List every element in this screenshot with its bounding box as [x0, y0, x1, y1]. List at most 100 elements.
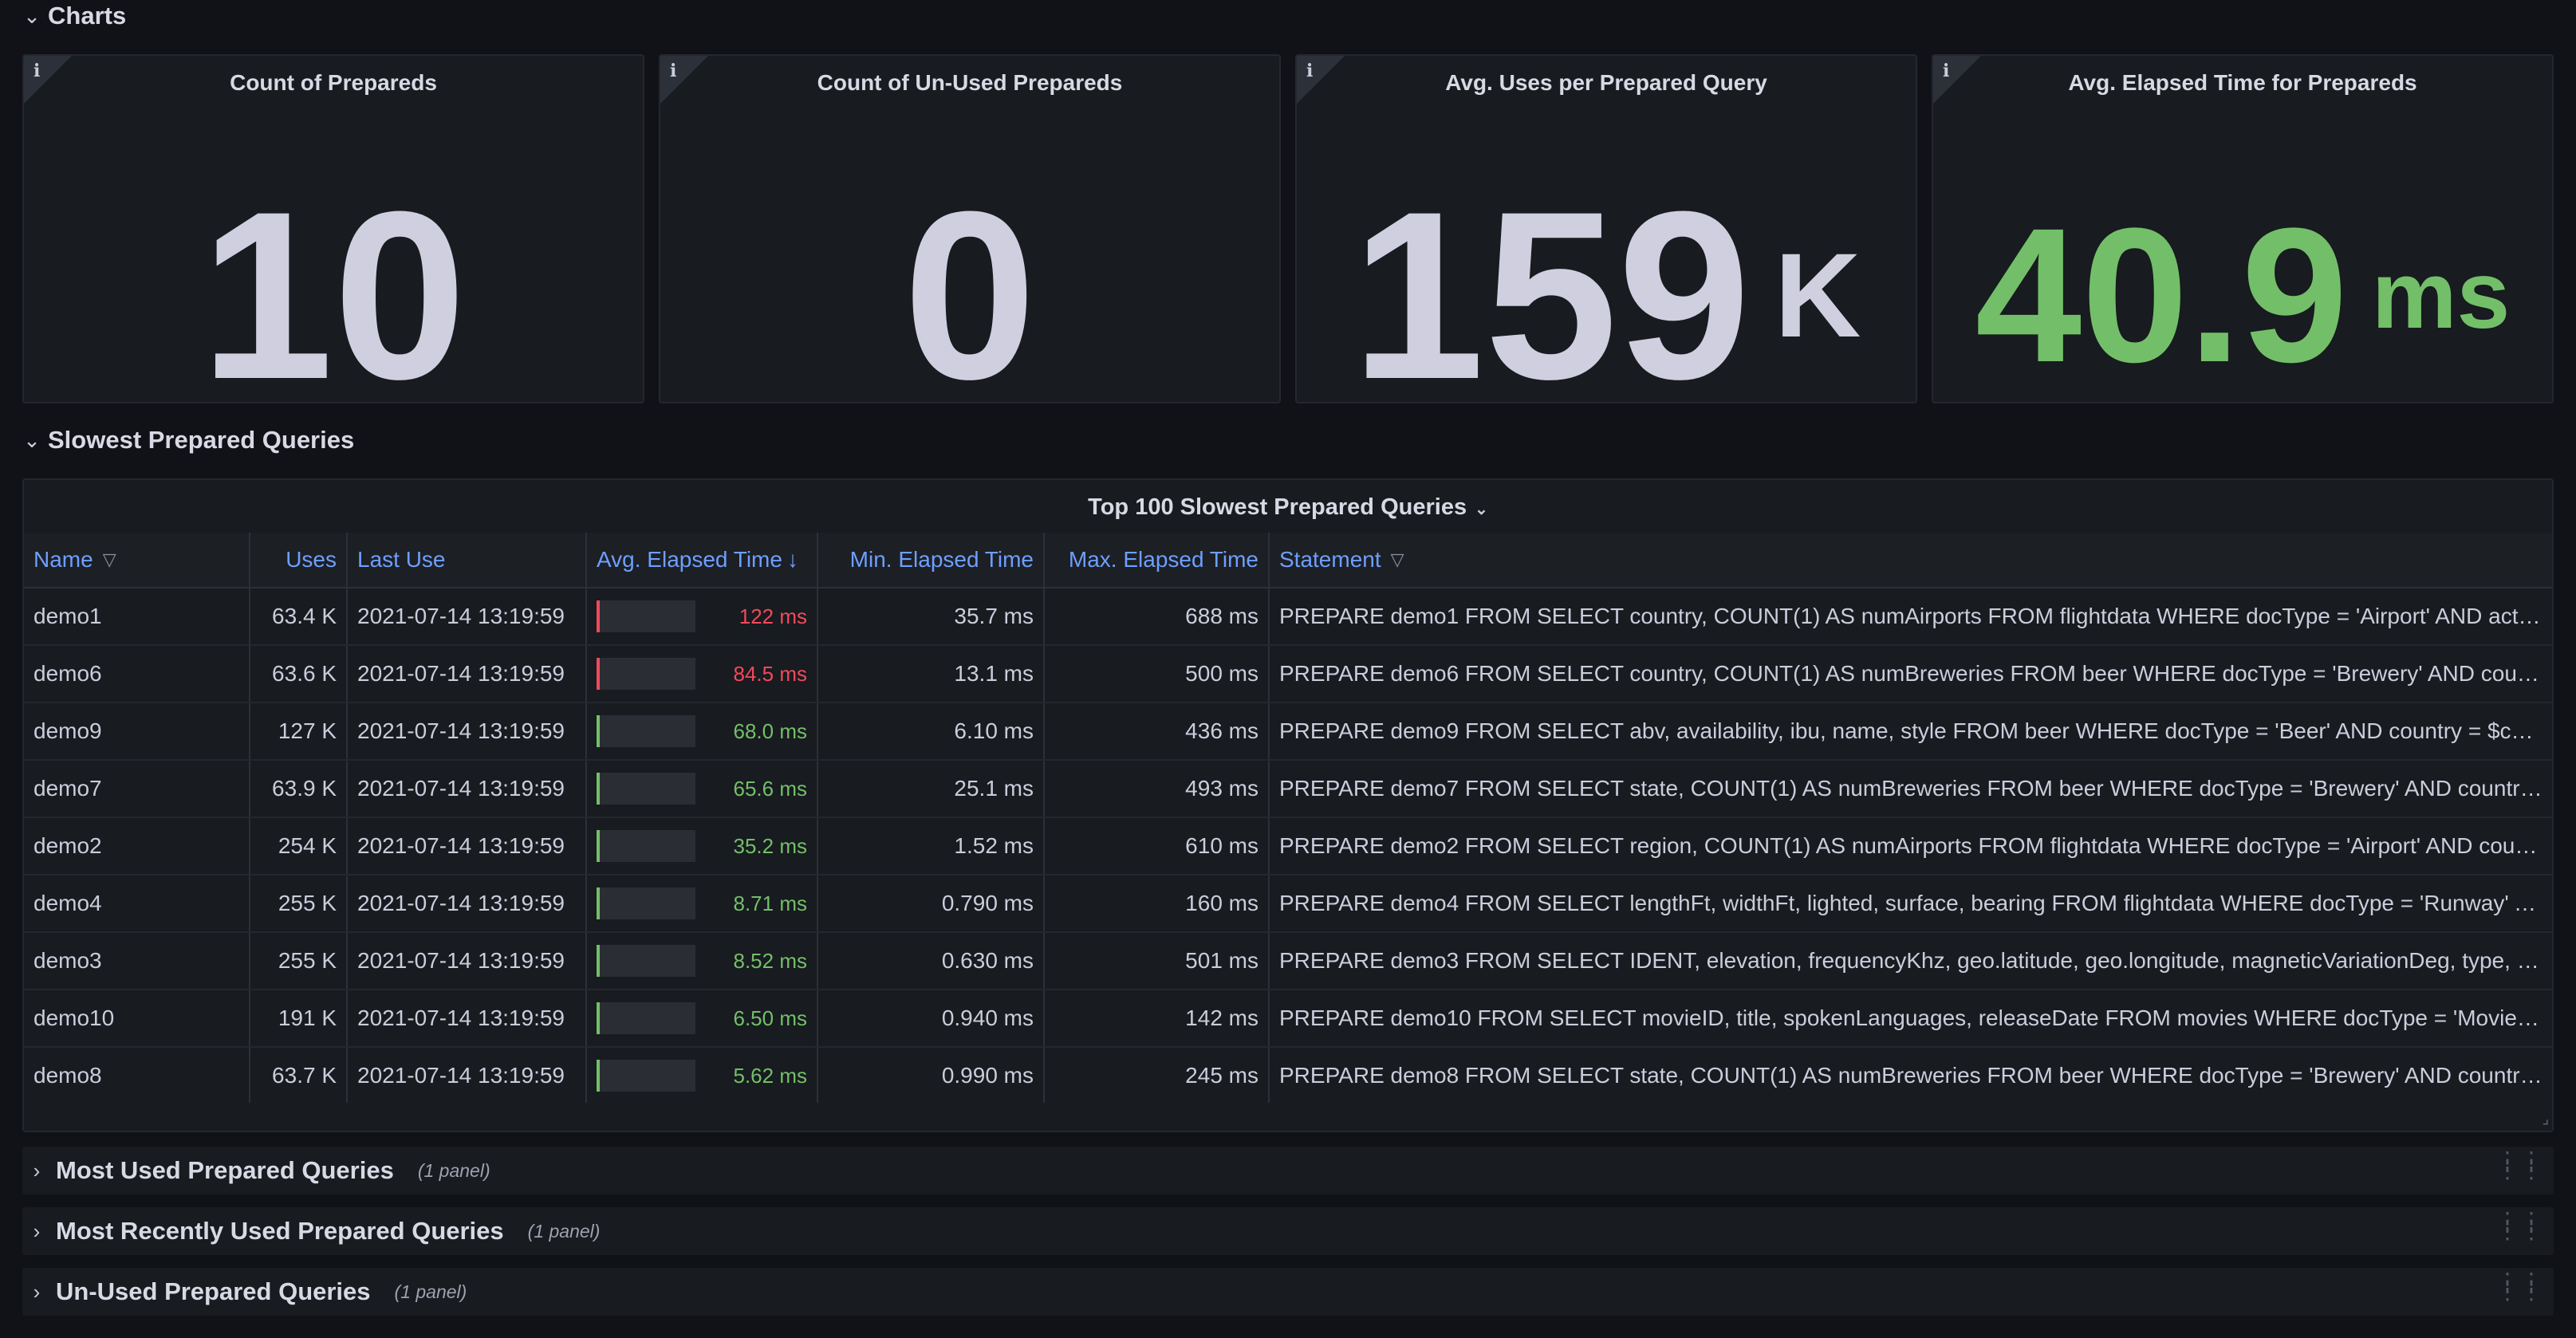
info-icon[interactable]: i: [1306, 61, 1314, 81]
panel-count: (1 panel): [417, 1159, 490, 1181]
table-row[interactable]: demo3 255 K 2021-07-14 13:19:59 8.52 ms 0.63…: [24, 933, 2552, 990]
drag-handle-icon[interactable]: ⋮⋮ ⋮⋮: [2496, 1269, 2544, 1304]
chevron-right-icon: ›: [33, 1158, 41, 1183]
cell-min-elapsed: 0.990 ms: [818, 1048, 1045, 1103]
cell-avg-elapsed: 65.6 ms: [587, 761, 818, 817]
cell-avg-elapsed: 6.50 ms: [587, 990, 818, 1046]
stat-number: 40.9: [1975, 188, 2348, 402]
gauge-bar: [597, 658, 695, 690]
table-body[interactable]: demo1 63.4 K 2021-07-14 13:19:59 122 ms 35.7…: [24, 588, 2552, 1103]
row-header-charts[interactable]: ⌄ Charts: [22, 2, 126, 30]
panel-title[interactable]: Top 100 Slowest Prepared Queries ⌄: [1088, 494, 1488, 520]
cell-statement: PREPARE demo7 FROM SELECT state, COUNT(1…: [1279, 776, 2543, 801]
sort-arrow-icon: ↓: [786, 547, 798, 572]
column-header-name[interactable]: Name ▽: [24, 533, 250, 587]
table-row[interactable]: demo1 63.4 K 2021-07-14 13:19:59 122 ms 35.7…: [24, 588, 2552, 646]
row-title: Slowest Prepared Queries: [48, 426, 355, 454]
stat-unit: K: [1774, 227, 1861, 362]
table-row[interactable]: demo9 127 K 2021-07-14 13:19:59 68.0 ms 6.10…: [24, 703, 2552, 761]
column-header-max-elapsed[interactable]: Max. Elapsed Time: [1045, 533, 1270, 587]
cell-avg-value: 68.0 ms: [733, 718, 808, 743]
cell-max-elapsed: 610 ms: [1045, 818, 1270, 874]
info-icon[interactable]: i: [670, 61, 677, 81]
stat-number: 0: [903, 161, 1037, 429]
row-title: Charts: [48, 2, 127, 30]
cell-avg-value: 8.52 ms: [733, 948, 808, 973]
cell-name: demo6: [24, 646, 250, 702]
cell-avg-value: 65.6 ms: [733, 776, 808, 801]
stat-number: 159: [1351, 161, 1751, 429]
cell-max-elapsed: 688 ms: [1045, 588, 1270, 644]
panel-title: Avg. Uses per Prepared Query: [1445, 70, 1767, 95]
column-header-last-use[interactable]: Last Use: [348, 533, 587, 587]
cell-avg-elapsed: 8.52 ms: [587, 933, 818, 989]
gauge-fill: [597, 658, 600, 690]
resize-handle-icon[interactable]: ⌟: [2542, 1111, 2549, 1127]
stat-panel-count-prepareds: i Count of Prepareds 10: [22, 54, 644, 415]
drag-handle-icon[interactable]: ⋮⋮ ⋮⋮: [2496, 1147, 2544, 1183]
table-row[interactable]: demo8 63.7 K 2021-07-14 13:19:59 5.62 ms 0.9…: [24, 1048, 2552, 1103]
cell-statement: PREPARE demo3 FROM SELECT IDENT, elevati…: [1279, 948, 2543, 973]
cell-min-elapsed: 1.52 ms: [818, 818, 1045, 874]
column-header-uses[interactable]: Uses: [250, 533, 348, 587]
collapsed-row[interactable]: › Most Recently Used Prepared Queries (1 p…: [22, 1207, 2554, 1255]
cell-name: demo1: [24, 588, 250, 644]
panel-count: (1 panel): [394, 1281, 467, 1302]
cell-statement: PREPARE demo6 FROM SELECT country, COUNT…: [1279, 661, 2543, 686]
drag-handle-icon[interactable]: ⋮⋮ ⋮⋮: [2496, 1208, 2544, 1243]
collapsed-row[interactable]: › Most Used Prepared Queries (1 panel) ⋮⋮ ⋮⋮: [22, 1147, 2554, 1194]
gauge-bar: [597, 1002, 695, 1034]
cell-last-use: 2021-07-14 13:19:59: [348, 818, 587, 874]
gauge-bar: [597, 600, 695, 632]
cell-uses: 63.9 K: [250, 761, 348, 817]
cell-name: demo8: [24, 1048, 250, 1103]
gauge-fill: [597, 1002, 600, 1034]
cell-uses: 63.6 K: [250, 646, 348, 702]
cell-avg-elapsed: 68.0 ms: [587, 703, 818, 759]
cell-min-elapsed: 6.10 ms: [818, 703, 1045, 759]
cell-avg-value: 122 ms: [739, 604, 807, 628]
cell-statement: PREPARE demo2 FROM SELECT region, COUNT(…: [1279, 833, 2543, 858]
cell-last-use: 2021-07-14 13:19:59: [348, 646, 587, 702]
cell-statement: PREPARE demo10 FROM SELECT movieID, titl…: [1279, 1005, 2543, 1030]
panel-title: Avg. Elapsed Time for Prepareds: [2068, 70, 2417, 95]
table-row[interactable]: demo2 254 K 2021-07-14 13:19:59 35.2 ms 1.52…: [24, 818, 2552, 876]
cell-max-elapsed: 493 ms: [1045, 761, 1270, 817]
table-row[interactable]: demo7 63.9 K 2021-07-14 13:19:59 65.6 ms 25.…: [24, 761, 2552, 818]
cell-avg-elapsed: 5.62 ms: [587, 1048, 818, 1103]
table-row[interactable]: demo10 191 K 2021-07-14 13:19:59 6.50 ms 0.9…: [24, 990, 2552, 1048]
info-icon[interactable]: i: [33, 61, 41, 81]
gauge-bar: [597, 830, 695, 862]
column-header-avg-elapsed[interactable]: Avg. Elapsed Time ↓: [587, 533, 818, 587]
table-row[interactable]: demo6 63.6 K 2021-07-14 13:19:59 84.5 ms 13.…: [24, 646, 2552, 703]
column-header-statement[interactable]: Statement ▽: [1279, 547, 1404, 572]
cell-statement: PREPARE demo8 FROM SELECT state, COUNT(1…: [1279, 1063, 2543, 1088]
filter-icon[interactable]: ▽: [1390, 549, 1404, 569]
cell-avg-elapsed: 84.5 ms: [587, 646, 818, 702]
cell-name: demo3: [24, 933, 250, 989]
gauge-bar: [597, 1060, 695, 1092]
cell-avg-value: 35.2 ms: [733, 833, 808, 858]
chevron-down-icon: ⌄: [23, 427, 41, 452]
column-header-min-elapsed[interactable]: Min. Elapsed Time: [818, 533, 1045, 587]
gauge-fill: [597, 715, 600, 747]
row-header-slowest[interactable]: ⌄ Slowest Prepared Queries: [22, 426, 354, 455]
cell-uses: 63.4 K: [250, 588, 348, 644]
table-header: Name ▽ Uses Last Use Avg. Elapsed Time ↓ M…: [24, 533, 2552, 588]
cell-last-use: 2021-07-14 13:19:59: [348, 1048, 587, 1103]
panel-title: Count of Un-Used Prepareds: [817, 70, 1123, 95]
cell-uses: 255 K: [250, 933, 348, 989]
filter-icon[interactable]: ▽: [102, 549, 116, 569]
cell-uses: 255 K: [250, 876, 348, 931]
stat-unit: ms: [2371, 242, 2511, 348]
cell-avg-elapsed: 122 ms: [587, 588, 818, 644]
cell-uses: 191 K: [250, 990, 348, 1046]
cell-max-elapsed: 160 ms: [1045, 876, 1270, 931]
cell-last-use: 2021-07-14 13:19:59: [348, 761, 587, 817]
cell-statement: PREPARE demo9 FROM SELECT abv, availabil…: [1279, 718, 2543, 743]
cell-avg-elapsed: 35.2 ms: [587, 818, 818, 874]
table-row[interactable]: demo4 255 K 2021-07-14 13:19:59 8.71 ms 0.79…: [24, 876, 2552, 933]
info-icon[interactable]: i: [1943, 61, 1950, 81]
stat-number: 10: [200, 161, 467, 429]
collapsed-row[interactable]: › Un-Used Prepared Queries (1 panel) ⋮⋮ ⋮⋮: [22, 1268, 2554, 1316]
